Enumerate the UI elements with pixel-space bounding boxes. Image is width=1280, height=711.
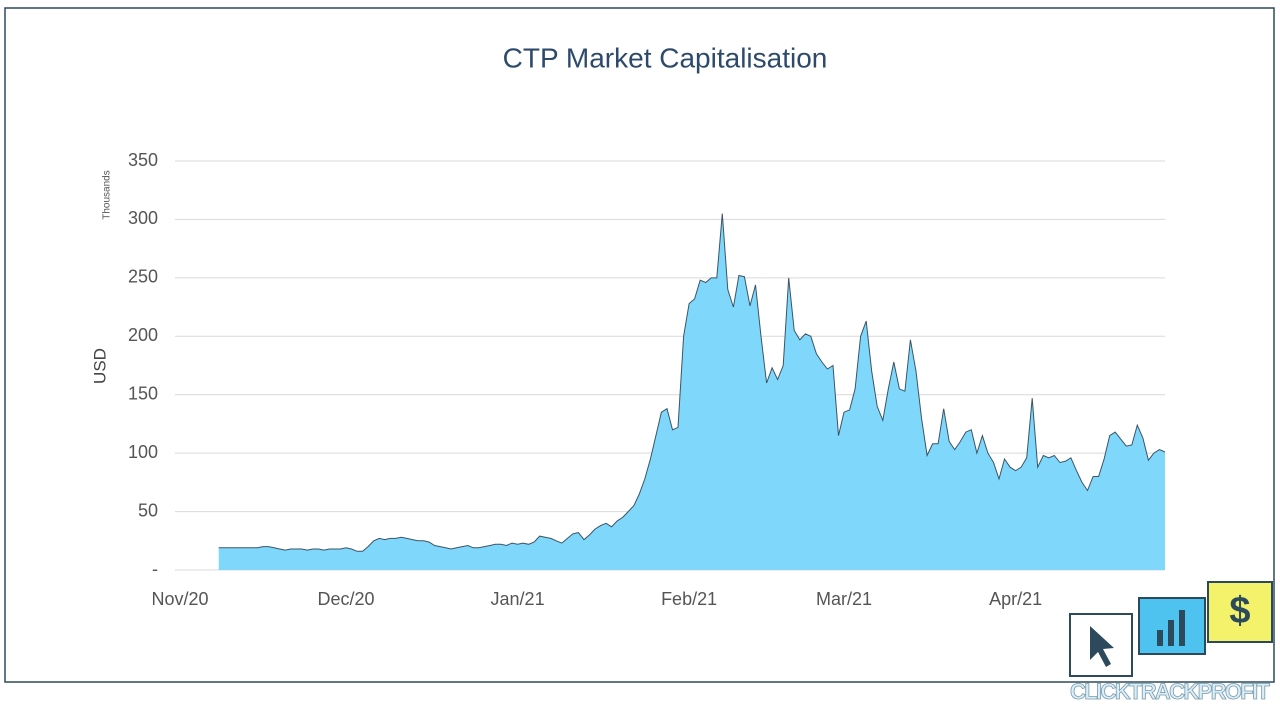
logo-symbol: $ <box>1229 590 1250 632</box>
y-tick-label: 100 <box>128 442 158 462</box>
y-tick-label: 350 <box>128 150 158 170</box>
logo-word: TRACK <box>1129 679 1199 704</box>
logo-word: CLICK <box>1070 679 1131 704</box>
y-tick-label: 200 <box>128 325 158 345</box>
logo: $ CLICKTRACKPROFIT <box>1069 581 1273 704</box>
x-tick-label: Jan/21 <box>491 589 545 609</box>
logo-cursor <box>1090 626 1114 667</box>
logo-dollar-box <box>1207 581 1273 643</box>
area-line <box>218 213 1166 552</box>
chart-title: CTP Market Capitalisation <box>503 42 828 73</box>
y-tick-label: 250 <box>128 267 158 287</box>
y-tick-label: - <box>152 559 158 579</box>
area-fill <box>218 213 1165 570</box>
y-tick-label: 300 <box>128 208 158 228</box>
x-tick-label: Nov/20 <box>151 589 208 609</box>
plot-area: - 50 100 150 200 250 300 350 Nov/20 Dec/20 Jan/21 F… <box>128 150 1166 609</box>
logo-bar <box>1157 630 1163 646</box>
logo-bar <box>1168 620 1174 646</box>
chart-frame <box>4 7 1275 683</box>
y-tick-label: 50 <box>138 500 158 520</box>
logo-word: PROFIT <box>1198 679 1271 704</box>
x-tick-label: Mar/21 <box>816 589 872 609</box>
logo-bar <box>1179 610 1185 646</box>
x-tick-label: Feb/21 <box>661 589 717 609</box>
y-axis-label: USD <box>90 348 109 384</box>
y-tick-label: 150 <box>128 383 158 403</box>
logo-text: CLICKTRACKPROFIT <box>1070 679 1271 704</box>
x-tick-label: Apr/21 <box>989 589 1042 609</box>
x-tick-label: Dec/20 <box>317 589 374 609</box>
y-unit-label: Thousands <box>102 170 113 219</box>
